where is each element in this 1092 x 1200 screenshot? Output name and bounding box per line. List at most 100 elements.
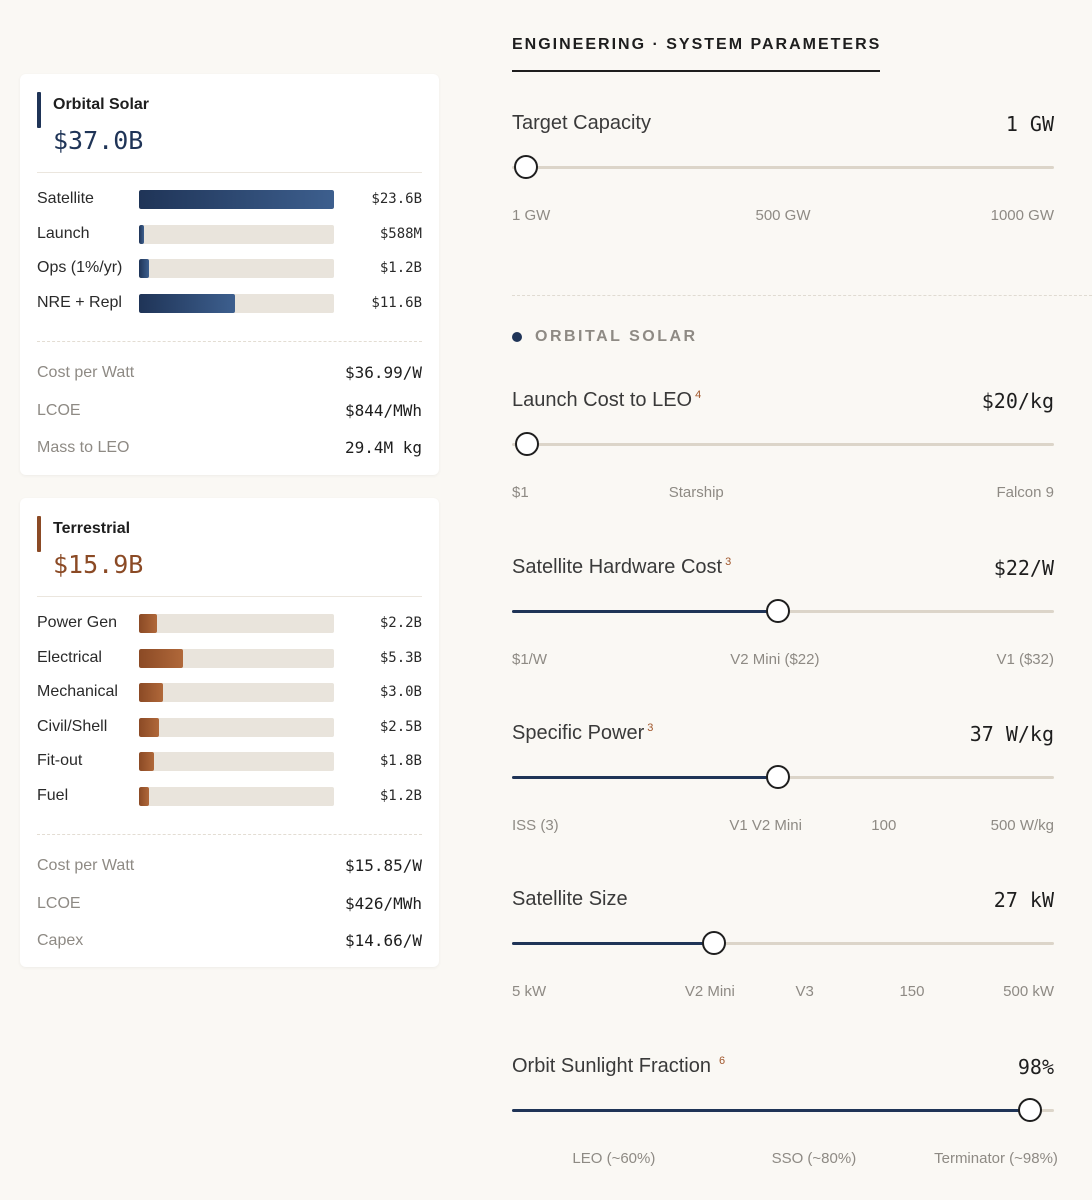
cost-bar-label: Launch — [37, 224, 90, 242]
slider-tick-label: 100 — [871, 817, 897, 834]
param-label: Target Capacity — [512, 112, 651, 134]
slider-track[interactable] — [512, 155, 1054, 179]
slider-tick-label: $1/W — [512, 651, 548, 668]
terrestrial-accent-bar — [37, 516, 41, 552]
slider-tick-label: ISS (3) — [512, 817, 559, 834]
section-dot-icon — [512, 332, 522, 342]
param-satellite-size: Satellite Size 27 kW 5 kW V2 Mini V3 150 500… — [512, 888, 1054, 1008]
slider-track[interactable] — [512, 931, 1054, 955]
panel-heading: ENGINEERING · SYSTEM PARAMETERS — [512, 36, 882, 53]
slider-tick-label: Terminator (~98%) — [934, 1150, 1058, 1167]
param-label: Satellite Size — [512, 888, 628, 910]
param-satellite-hardware-cost: Satellite Hardware Cost 3 $22/W $1/W V2 Mi… — [512, 556, 1054, 676]
slider-tick-label: V2 Mini — [684, 983, 735, 1000]
slider-tick-label: V3 — [795, 983, 814, 1000]
cost-bar-fill — [139, 752, 154, 771]
slider-tick-label: V1 ($32) — [996, 651, 1054, 668]
slider-thumb[interactable] — [515, 432, 540, 456]
cost-bar-label: Civil/Shell — [37, 717, 108, 735]
slider-track[interactable] — [512, 599, 1054, 623]
cost-bar-track — [139, 224, 334, 244]
cost-bar-fill — [139, 614, 157, 633]
slider-fill — [512, 942, 714, 945]
cost-bar-value: $1.2B — [379, 260, 422, 276]
cost-bar-row: Electrical $5.3B — [37, 648, 422, 683]
cost-bar-fill — [139, 190, 334, 209]
slider-thumb[interactable] — [513, 155, 538, 179]
slider-tick-label: Falcon 9 — [996, 484, 1054, 501]
orbital-metrics: Cost per Watt $36.99/W LCOE $844/MWh Mas… — [37, 342, 422, 469]
section-label-text: ORBITAL SOLAR — [535, 328, 698, 345]
cost-bar-label: Ops (1%/yr) — [37, 259, 123, 276]
orbital-solar-card: Orbital Solar $37.0B Satellite $23.6B La… — [20, 74, 439, 475]
slider-fill — [512, 1109, 1030, 1112]
metric-value: $14.66/W — [344, 931, 422, 950]
param-label: Launch Cost to LEO 4 — [512, 389, 702, 411]
param-value: 98% — [1017, 1055, 1054, 1079]
cost-bar-track — [139, 786, 334, 806]
slider-tick-label: Starship — [668, 484, 724, 501]
cost-bar-value: $2.2B — [379, 615, 422, 631]
slider-thumb[interactable] — [701, 931, 726, 955]
cost-bar-label: NRE + Repl — [37, 293, 122, 311]
metric-row: Mass to LEO 29.4M kg — [37, 431, 422, 469]
terrestrial-metrics: Cost per Watt $15.85/W LCOE $426/MWh Cap… — [37, 835, 422, 962]
param-target-capacity: Target Capacity 1 GW 1 GW 500 GW 1000 GW — [512, 112, 1054, 232]
metric-label: Cost per Watt — [37, 857, 135, 874]
cost-bar-fill — [139, 683, 164, 702]
orbital-solar-header: Orbital Solar $37.0B — [37, 74, 422, 173]
slider-track[interactable] — [512, 765, 1054, 789]
orbital-solar-total: $37.0B — [53, 126, 144, 155]
slider-tick-label: 500 GW — [755, 207, 811, 224]
param-value: 1 GW — [1005, 112, 1054, 136]
cost-bar-row: Launch $588M — [37, 224, 422, 259]
param-label: Specific Power 3 — [512, 722, 654, 744]
cost-bar-label: Fit-out — [37, 752, 83, 769]
metric-row: Cost per Watt $36.99/W — [37, 356, 422, 394]
slider-track[interactable] — [512, 1098, 1054, 1122]
section-divider — [512, 295, 1092, 296]
orbital-cost-breakdown: Satellite $23.6B Launch $588M Ops (1%/yr… — [37, 173, 422, 342]
metric-row: Cost per Watt $15.85/W — [37, 849, 422, 887]
param-orbit-sunlight-fraction: Orbit Sunlight Fraction 6 98% LEO (~60%) S… — [512, 1055, 1058, 1175]
terrestrial-title: Terrestrial — [53, 520, 131, 537]
param-label: Orbit Sunlight Fraction 6 — [512, 1055, 726, 1077]
slider-track[interactable] — [512, 432, 1054, 456]
cost-bar-row: Mechanical $3.0B — [37, 682, 422, 717]
slider-fill — [512, 776, 778, 779]
cost-bar-row: Ops (1%/yr) $1.2B — [37, 258, 422, 293]
slider-tick-label: 500 kW — [1003, 983, 1054, 1000]
param-label: Satellite Hardware Cost 3 — [512, 556, 732, 578]
slider-tick-label: 1000 GW — [990, 207, 1054, 224]
metric-value: $426/MWh — [344, 893, 422, 913]
slider-tick-label: $1 — [512, 484, 529, 501]
cost-bar-fill — [139, 293, 235, 313]
cost-bar-fill — [139, 224, 144, 244]
slider-thumb[interactable] — [1017, 1098, 1042, 1122]
cost-bar-value: $588M — [379, 225, 422, 242]
param-value: 27 kW — [993, 888, 1054, 912]
cost-bar-fill — [139, 717, 160, 737]
cost-bar-track — [139, 683, 334, 702]
cost-bar-label: Electrical — [37, 648, 102, 666]
cost-bar-label: Satellite — [37, 190, 94, 207]
cost-bar-value: $1.2B — [379, 787, 422, 804]
metric-label: LCOE — [37, 894, 81, 912]
cost-bar-value: $3.0B — [379, 684, 422, 700]
cost-bar-track — [139, 614, 334, 633]
param-value: $20/kg — [981, 389, 1054, 413]
metric-row: LCOE $844/MWh — [37, 394, 422, 432]
cost-bar-value: $1.8B — [379, 753, 422, 769]
terrestrial-cost-breakdown: Power Gen $2.2B Electrical $5.3B Mechani… — [37, 597, 422, 835]
cost-bar-label: Mechanical — [37, 683, 118, 700]
orbital-solar-title: Orbital Solar — [53, 96, 150, 113]
slider-thumb[interactable] — [765, 765, 790, 789]
terrestrial-header: Terrestrial $15.9B — [37, 498, 422, 597]
cost-bar-fill — [139, 648, 183, 668]
cost-bar-value: $11.6B — [371, 294, 422, 311]
metric-label: Cost per Watt — [37, 364, 135, 381]
cost-bar-value: $2.5B — [379, 718, 422, 735]
slider-tick-label: LEO (~60%) — [572, 1150, 656, 1167]
metric-row: LCOE $426/MWh — [37, 887, 422, 925]
slider-thumb[interactable] — [765, 599, 790, 623]
